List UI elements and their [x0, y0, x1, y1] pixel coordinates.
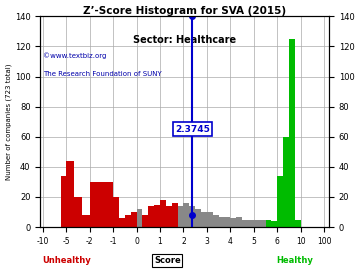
Bar — [136, 209, 143, 227]
Bar — [148, 206, 154, 227]
Bar — [90, 182, 113, 227]
Bar — [160, 200, 166, 227]
Text: Sector: Healthcare: Sector: Healthcare — [133, 35, 236, 45]
Text: 2.3745: 2.3745 — [175, 125, 210, 134]
Bar — [74, 197, 82, 227]
Bar — [242, 220, 248, 227]
Text: Healthy: Healthy — [276, 256, 313, 265]
Bar — [184, 203, 189, 227]
Bar — [225, 217, 230, 227]
Bar — [154, 204, 160, 227]
Bar — [66, 161, 74, 227]
Bar — [236, 217, 242, 227]
Bar — [166, 206, 172, 227]
Bar — [113, 197, 119, 227]
Bar — [125, 215, 131, 227]
Bar — [260, 220, 266, 227]
Bar — [213, 215, 219, 227]
Y-axis label: Number of companies (723 total): Number of companies (723 total) — [5, 63, 12, 180]
Bar — [230, 218, 236, 227]
Bar — [277, 176, 283, 227]
Bar — [254, 220, 260, 227]
Bar — [289, 39, 295, 227]
Bar — [283, 137, 289, 227]
Text: Score: Score — [154, 256, 181, 265]
Text: The Research Foundation of SUNY: The Research Foundation of SUNY — [43, 71, 162, 77]
Title: Z’-Score Histogram for SVA (2015): Z’-Score Histogram for SVA (2015) — [83, 6, 286, 16]
Text: Unhealthy: Unhealthy — [42, 256, 91, 265]
Bar — [201, 212, 207, 227]
Bar — [119, 218, 125, 227]
Bar — [177, 206, 184, 227]
Bar — [82, 215, 90, 227]
Bar — [271, 221, 277, 227]
Bar — [266, 220, 271, 227]
Bar — [172, 203, 177, 227]
Bar — [189, 206, 195, 227]
Bar — [295, 220, 301, 227]
Bar — [248, 220, 254, 227]
Bar — [62, 176, 66, 227]
Bar — [143, 215, 148, 227]
Bar — [219, 217, 225, 227]
Text: ©www.textbiz.org: ©www.textbiz.org — [43, 52, 107, 59]
Bar — [207, 212, 213, 227]
Bar — [131, 212, 136, 227]
Bar — [195, 209, 201, 227]
